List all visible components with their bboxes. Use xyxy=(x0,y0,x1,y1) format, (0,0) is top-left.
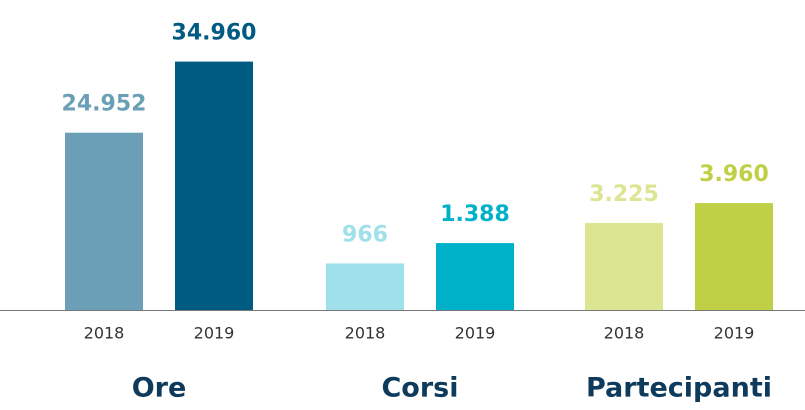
bar xyxy=(695,203,773,310)
bar xyxy=(585,222,663,310)
value-label: 34.960 xyxy=(172,21,257,46)
x-tick-label: 2018 xyxy=(345,324,386,343)
group-title: Ore xyxy=(132,373,187,404)
value-label: 3.225 xyxy=(589,182,659,207)
x-tick-label: 2018 xyxy=(604,324,645,343)
x-tick-label: 2019 xyxy=(455,324,496,343)
x-tick-label: 2018 xyxy=(84,324,125,343)
x-tick-label: 2019 xyxy=(194,324,235,343)
value-label: 3.960 xyxy=(699,162,769,187)
bar xyxy=(436,243,514,310)
group-title: Partecipanti xyxy=(586,373,772,404)
value-label: 24.952 xyxy=(62,92,147,117)
bar xyxy=(326,263,404,310)
x-tick-label: 2019 xyxy=(714,324,755,343)
group-title: Corsi xyxy=(381,373,458,404)
value-label: 1.388 xyxy=(440,202,510,227)
bar xyxy=(65,132,143,310)
value-label: 966 xyxy=(342,222,388,247)
bar xyxy=(175,61,253,310)
